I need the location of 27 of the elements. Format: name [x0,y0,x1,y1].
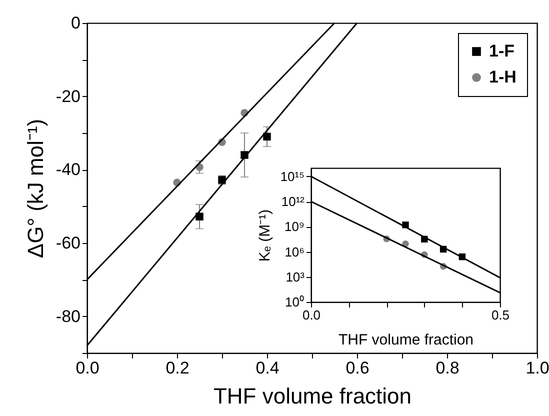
x-tick-label: 0.8 [436,358,460,378]
x-tick-label: 0.4 [256,358,280,378]
y-tick-label: 10¹⁵ [280,168,304,184]
point [196,212,204,220]
y-tick-label: 10¹² [281,194,306,209]
y-tick-label: 10⁹ [284,219,304,234]
y-tick-label: -20 [56,86,80,106]
y-tick-label: 10³ [286,269,306,284]
y-tick-label: -80 [56,306,80,326]
legend-label: 1-H [489,68,516,86]
legend-label: 1-F [489,42,514,60]
x-tick-label: 0.5 [491,308,510,322]
y-tick-label: 10⁰ [285,294,304,310]
x-tick-label: 0.0 [302,308,321,322]
y-tick-label: 0 [71,14,80,32]
x-axis-title: THF volume fraction [338,332,474,348]
y-tick-label: -60 [56,234,80,252]
y-axis-title: ΔG° (kJ mol⁻¹) [22,118,48,258]
y-tick-label: 10⁶ [284,244,304,260]
x-tick-label: 0.0 [76,358,100,378]
x-axis-title: THF volume fraction [213,384,412,408]
x-tick-label: 1.0 [526,358,549,378]
y-axis-title: Kₑ (M⁻¹) [256,209,274,262]
x-tick-label: 0.6 [346,358,370,378]
y-tick-label: -40 [56,160,80,180]
point [263,132,271,141]
x-tick-label: 0.2 [166,358,190,378]
